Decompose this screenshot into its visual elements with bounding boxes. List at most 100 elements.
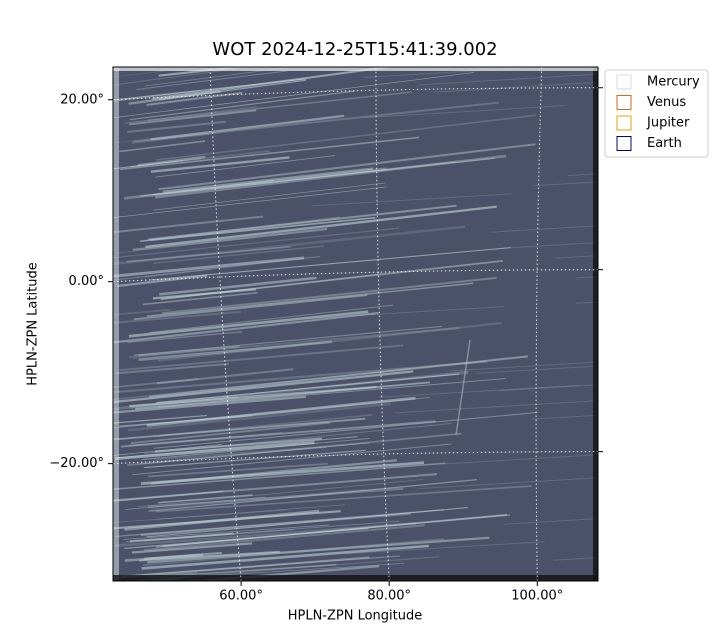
chart-title: WOT 2024-12-25T15:41:39.002 bbox=[212, 39, 497, 60]
streak bbox=[148, 204, 457, 241]
streak bbox=[131, 132, 210, 144]
image bbox=[113, 50, 598, 608]
streak bbox=[149, 583, 217, 588]
streak bbox=[113, 414, 208, 424]
faint-streak bbox=[344, 541, 545, 555]
streak bbox=[113, 225, 466, 266]
streak bbox=[154, 437, 322, 453]
streak bbox=[126, 245, 291, 263]
streak bbox=[158, 67, 248, 77]
streak bbox=[129, 385, 377, 408]
streak bbox=[132, 342, 321, 360]
streak bbox=[124, 527, 369, 550]
streak bbox=[113, 367, 411, 401]
streak bbox=[113, 555, 401, 578]
streak bbox=[152, 67, 397, 100]
streak bbox=[113, 490, 224, 502]
streak bbox=[123, 524, 330, 540]
streak bbox=[115, 522, 417, 547]
streak bbox=[140, 179, 274, 197]
streak bbox=[157, 321, 503, 362]
y-axis-label: HPLN-ZPN Latitude bbox=[26, 262, 41, 385]
x-tick-label: 100.00° bbox=[511, 589, 563, 604]
faint-streak bbox=[501, 242, 598, 249]
streak bbox=[132, 227, 328, 251]
streak bbox=[113, 462, 446, 490]
streak bbox=[162, 513, 507, 548]
streak bbox=[113, 160, 184, 170]
faint-streak bbox=[491, 225, 598, 233]
streak bbox=[120, 136, 420, 171]
legend-label: Earth bbox=[647, 136, 682, 151]
streak bbox=[133, 101, 500, 143]
streak bbox=[153, 411, 538, 449]
streak bbox=[151, 157, 495, 196]
streak bbox=[156, 114, 536, 161]
streak bbox=[113, 255, 321, 281]
faint-streak bbox=[394, 400, 595, 414]
streak bbox=[140, 461, 424, 486]
streak bbox=[128, 327, 460, 359]
streak bbox=[119, 140, 206, 153]
streak bbox=[144, 50, 218, 60]
legend-frame bbox=[604, 69, 709, 158]
streak bbox=[113, 311, 379, 344]
streak bbox=[124, 106, 258, 124]
grid-line bbox=[375, 67, 390, 581]
streak bbox=[152, 288, 256, 300]
streak bbox=[144, 268, 212, 278]
streak bbox=[114, 360, 487, 394]
streak bbox=[119, 414, 253, 427]
grid-line bbox=[535, 67, 543, 581]
streak bbox=[113, 310, 242, 324]
streak bbox=[158, 143, 536, 191]
streak bbox=[146, 396, 416, 427]
streak bbox=[144, 551, 222, 560]
streak bbox=[147, 462, 328, 478]
streak bbox=[113, 509, 287, 523]
faint-streak bbox=[311, 193, 512, 207]
faint-streak bbox=[504, 518, 598, 525]
streak bbox=[146, 282, 474, 317]
streak bbox=[115, 509, 444, 538]
streak bbox=[126, 520, 399, 542]
streak bbox=[147, 91, 412, 122]
streak bbox=[156, 373, 460, 404]
grid-line bbox=[209, 67, 242, 581]
faint-streak bbox=[532, 414, 598, 420]
x-tick-label: 60.00° bbox=[219, 589, 263, 604]
streak bbox=[151, 459, 398, 485]
faint-streak bbox=[418, 477, 598, 490]
streak bbox=[147, 536, 490, 564]
streak bbox=[153, 182, 386, 211]
streak bbox=[155, 154, 507, 199]
streak bbox=[113, 473, 437, 502]
edge bbox=[593, 67, 598, 581]
streak bbox=[158, 378, 506, 408]
streak bbox=[150, 114, 345, 141]
faint-streak bbox=[443, 454, 598, 465]
streak bbox=[128, 602, 213, 608]
faint-streak bbox=[498, 384, 598, 392]
streak bbox=[113, 256, 305, 278]
streak bbox=[132, 443, 452, 476]
faint-streak bbox=[553, 255, 598, 259]
streak bbox=[113, 378, 199, 389]
streak bbox=[113, 370, 414, 404]
faint-streak bbox=[378, 384, 579, 398]
streak bbox=[139, 550, 280, 562]
streak bbox=[145, 205, 497, 249]
legend-swatch bbox=[616, 74, 632, 90]
streak bbox=[154, 446, 327, 461]
faint-streak bbox=[534, 181, 598, 187]
streak bbox=[113, 417, 366, 441]
legend: Mercury Venus Jupiter Earth bbox=[604, 69, 709, 158]
streak bbox=[113, 215, 264, 234]
streak bbox=[136, 70, 287, 90]
faint-streak bbox=[303, 306, 504, 320]
streak bbox=[144, 529, 294, 542]
streak bbox=[146, 507, 468, 538]
y-tick-label: 0.00° bbox=[69, 274, 104, 289]
streak bbox=[129, 90, 356, 121]
legend-swatch bbox=[616, 95, 632, 110]
